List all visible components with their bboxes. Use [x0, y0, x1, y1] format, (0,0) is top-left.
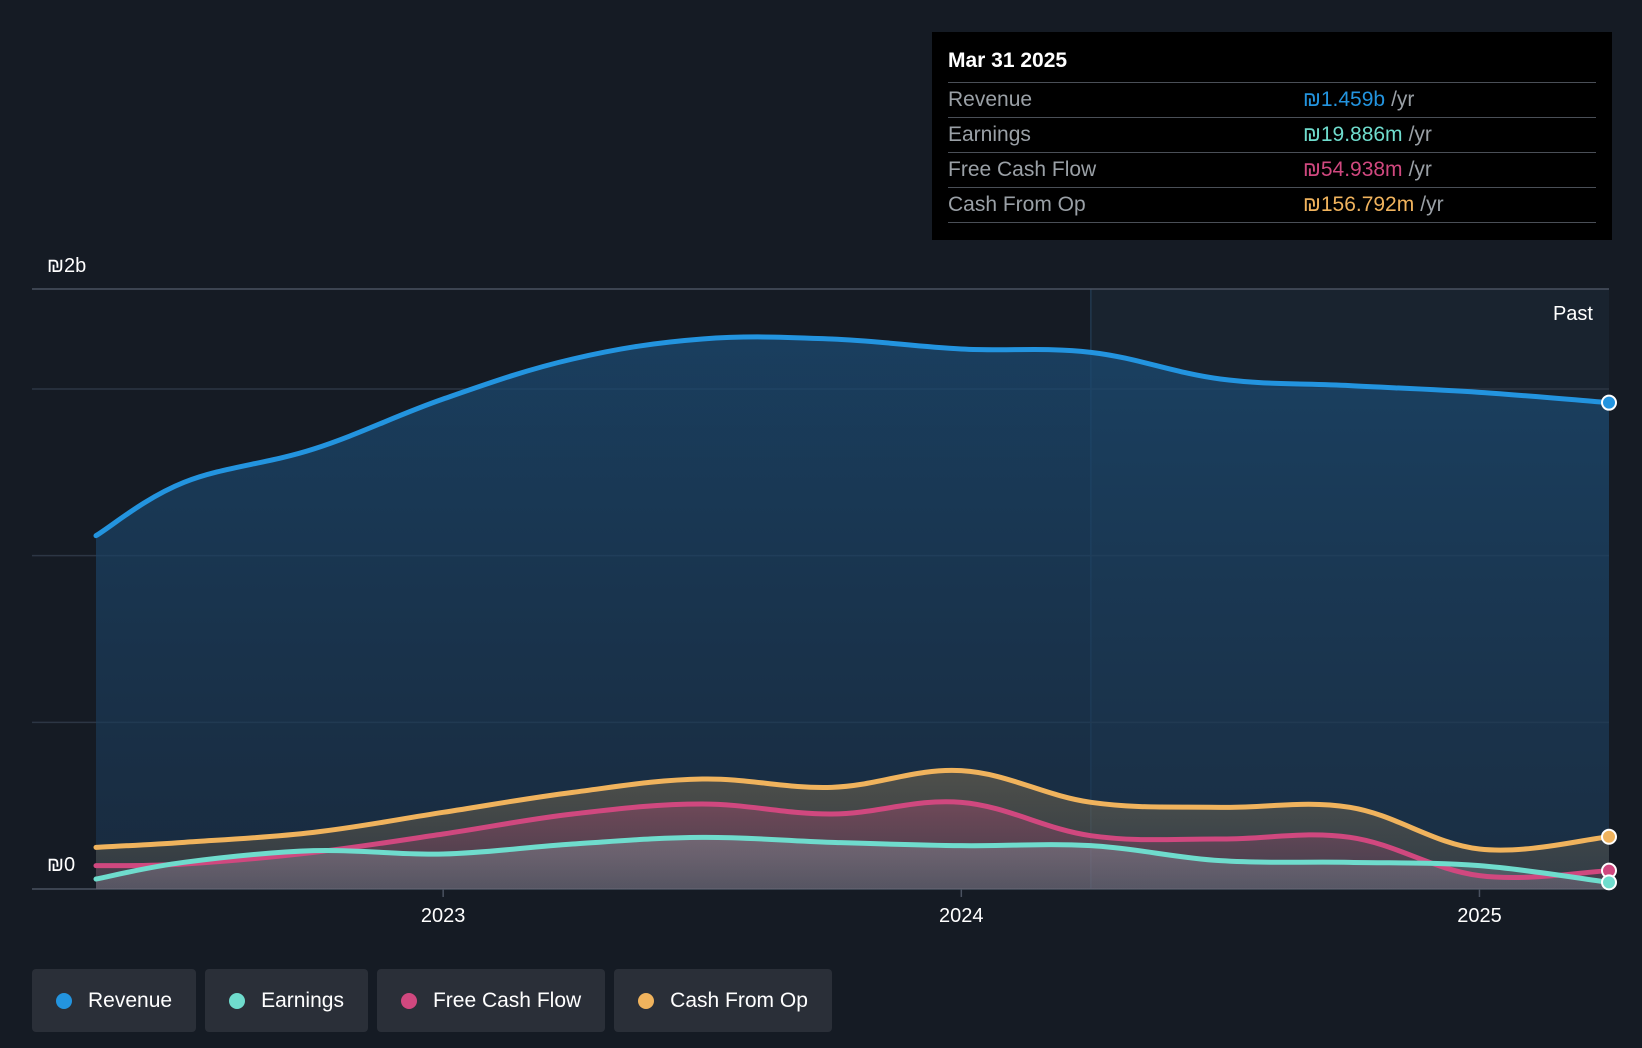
tooltip-label: Revenue	[948, 88, 1033, 111]
tooltip-row-cash-from-op: Cash From Op ₪156.792m /yr	[948, 188, 1596, 223]
tooltip-row-free-cash-flow: Free Cash Flow ₪54.938m /yr	[948, 153, 1596, 188]
endpoint-cash-from-op	[1601, 828, 1617, 845]
series-endpoints	[1601, 394, 1617, 891]
tooltip-label: Cash From Op	[948, 193, 1086, 216]
tooltip-unit: /yr	[1391, 88, 1415, 111]
past-label: Past	[1553, 303, 1593, 325]
legend-item-free-cash-flow[interactable]: Free Cash Flow	[376, 969, 606, 1032]
endpoint-revenue	[1601, 394, 1617, 411]
legend-item-earnings[interactable]: Earnings	[205, 969, 368, 1032]
tooltip-value: ₪156.792m	[1303, 193, 1415, 216]
tooltip-unit: /yr	[1408, 158, 1432, 181]
tooltip: Mar 31 2025 Revenue ₪1.459b /yr Earnings…	[932, 32, 1612, 240]
legend-dot-icon	[229, 992, 246, 1009]
x-axis: 2023 2024 2025	[421, 889, 1502, 927]
x-tick-label: 2023	[421, 905, 466, 927]
x-tick-label: 2025	[1457, 905, 1502, 927]
tooltip-date: Mar 31 2025	[948, 46, 1596, 83]
legend-dot-icon	[400, 992, 417, 1009]
legend: Revenue Earnings Free Cash Flow Cash Fro…	[32, 969, 832, 1032]
legend-label: Free Cash Flow	[432, 988, 582, 1012]
legend-dot-icon	[638, 992, 655, 1009]
legend-item-revenue[interactable]: Revenue	[32, 969, 197, 1032]
area-revenue	[96, 336, 1609, 890]
line-cash-from-op	[93, 767, 1612, 853]
tooltip-row-earnings: Earnings ₪19.886m /yr	[948, 118, 1596, 153]
x-tick-label: 2024	[939, 905, 984, 927]
legend-dot-icon	[56, 992, 72, 1009]
tooltip-value: ₪1.459b	[1303, 88, 1386, 111]
tooltip-unit: /yr	[1420, 193, 1444, 216]
series-lines	[93, 334, 1612, 885]
legend-item-cash-from-op[interactable]: Cash From Op	[614, 969, 832, 1032]
line-revenue	[93, 334, 1612, 539]
tooltip-unit: /yr	[1408, 123, 1432, 146]
series-areas	[96, 336, 1609, 890]
tooltip-value: ₪54.938m	[1303, 158, 1403, 181]
y-tick-zero: ₪0	[47, 854, 75, 876]
tooltip-label: Earnings	[948, 123, 1031, 146]
legend-label: Earnings	[261, 988, 344, 1012]
legend-label: Revenue	[88, 988, 173, 1012]
y-tick-top: ₪2b	[47, 255, 86, 277]
tooltip-value: ₪19.886m	[1303, 123, 1403, 146]
legend-label: Cash From Op	[670, 988, 808, 1012]
tooltip-row-revenue: Revenue ₪1.459b /yr	[948, 83, 1596, 118]
endpoint-earnings	[1601, 874, 1617, 891]
line-earnings	[93, 834, 1612, 885]
area-earnings	[96, 837, 1609, 889]
tooltip-label: Free Cash Flow	[948, 158, 1097, 181]
